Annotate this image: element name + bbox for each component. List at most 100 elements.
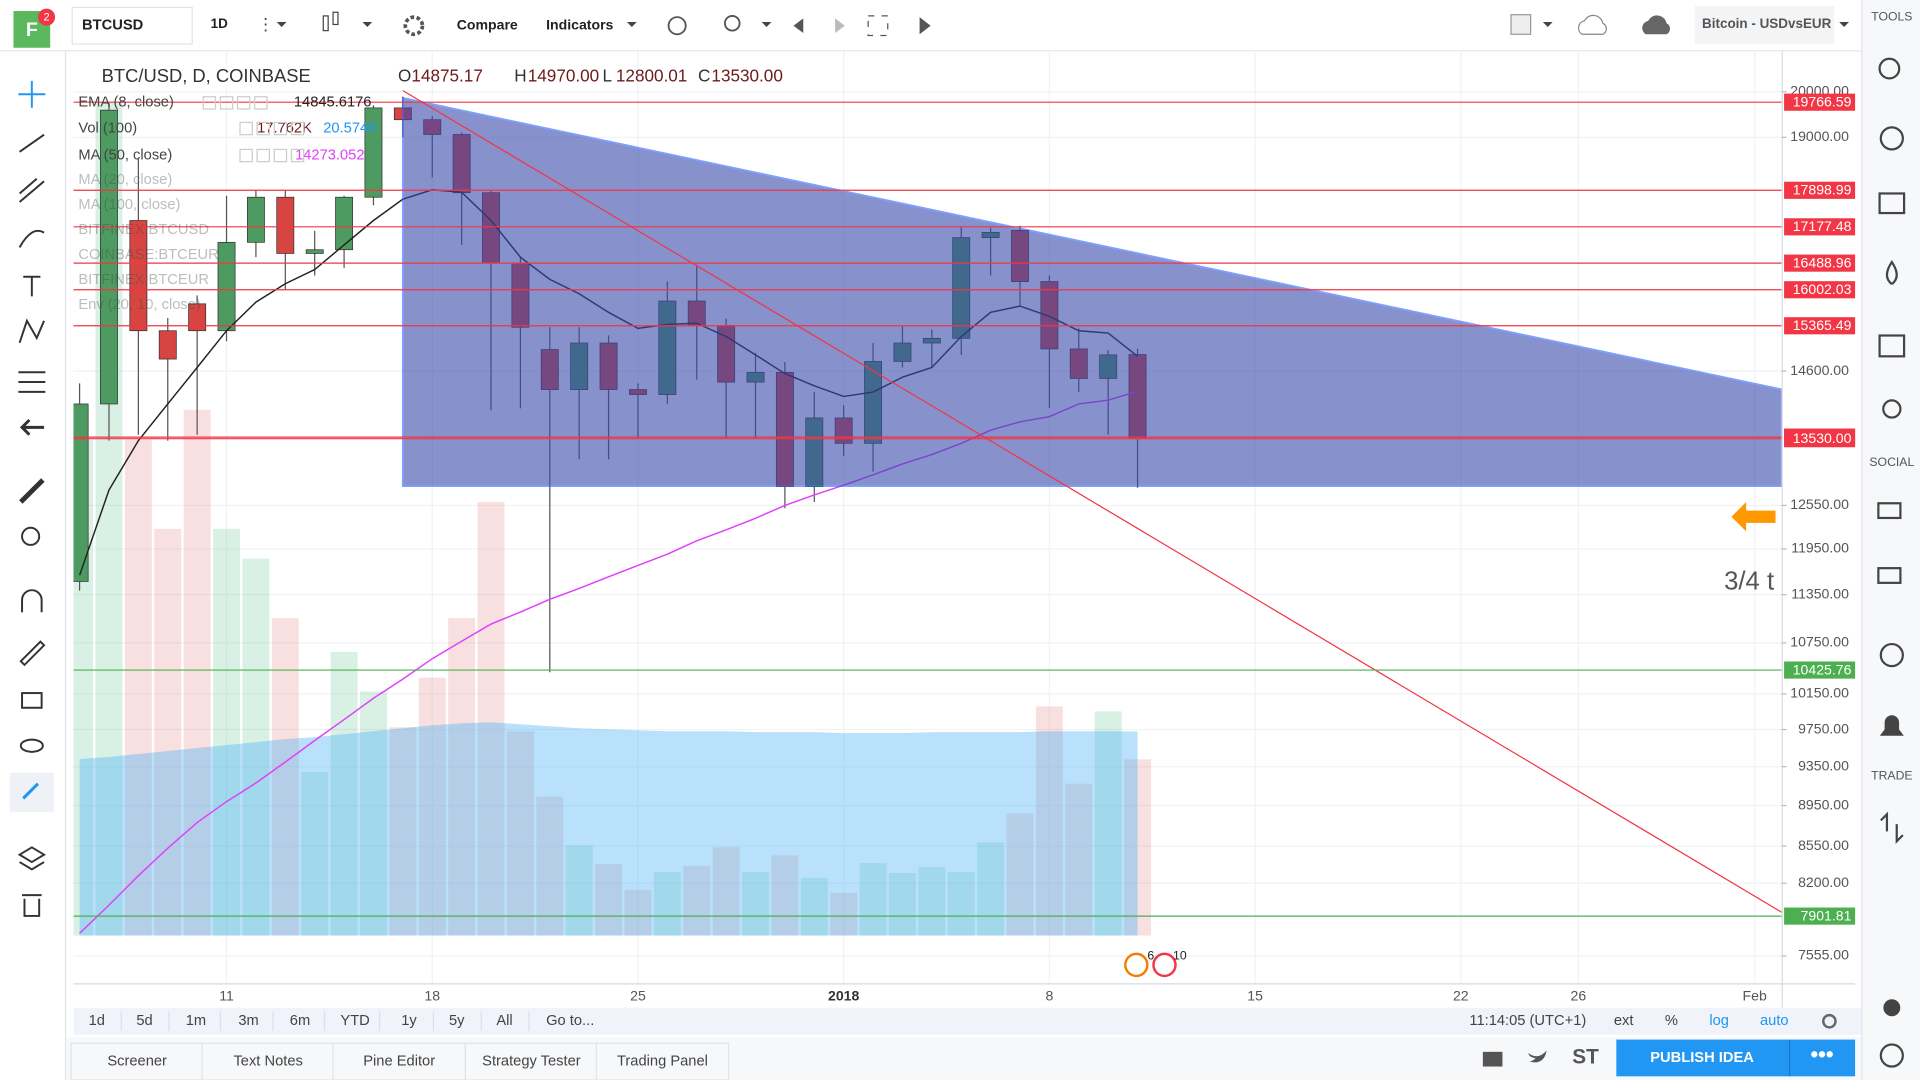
layers-tool[interactable] <box>17 846 46 871</box>
range-button[interactable]: YTD <box>340 1013 369 1029</box>
screener-icon[interactable] <box>1878 57 1901 80</box>
idea-icon[interactable] <box>723 15 741 32</box>
volume-bar <box>506 731 534 936</box>
fullscreen-icon[interactable] <box>867 15 889 37</box>
x-tick-label: 8 <box>1045 987 1053 1003</box>
tab[interactable] <box>595 1042 730 1080</box>
replay-icon[interactable] <box>919 17 931 35</box>
legend-button[interactable] <box>290 121 305 136</box>
legend-value: 17.762K <box>257 120 312 136</box>
event-icon[interactable] <box>1124 952 1149 978</box>
range-button[interactable]: 1y <box>401 1013 417 1029</box>
legend-button[interactable] <box>239 148 253 163</box>
legend-button[interactable] <box>219 96 234 110</box>
x-tick-label: 18 <box>424 987 440 1003</box>
legend-button[interactable] <box>273 148 288 163</box>
snapshot-icon[interactable] <box>1482 1051 1503 1067</box>
color-box[interactable] <box>1510 14 1532 35</box>
layout-box[interactable] <box>1694 6 1835 45</box>
watchlist-icon[interactable] <box>1878 192 1906 215</box>
settings-icon[interactable] <box>403 15 425 37</box>
calendar-icon[interactable] <box>1878 334 1906 358</box>
link-tool[interactable] <box>22 782 40 800</box>
indicators-button[interactable]: Indicators <box>546 16 613 32</box>
tab[interactable] <box>201 1042 335 1080</box>
zoom-tool[interactable] <box>21 526 41 546</box>
interval[interactable]: 1D <box>211 16 228 31</box>
alert-icon[interactable] <box>667 16 687 36</box>
trash-tool[interactable] <box>22 894 42 917</box>
publish-button[interactable] <box>1616 1039 1856 1077</box>
private-chat-icon[interactable] <box>1877 567 1902 584</box>
hotlist-icon[interactable] <box>1885 260 1898 285</box>
magnet-tool[interactable] <box>21 589 43 613</box>
range-button[interactable]: 6m <box>290 1013 310 1029</box>
chat-icon[interactable] <box>1877 502 1902 520</box>
tab[interactable] <box>464 1042 599 1080</box>
ruler-tool[interactable] <box>19 478 45 504</box>
plot <box>73 90 1782 936</box>
range-button[interactable]: 5y <box>449 1013 465 1029</box>
crosshair-tool[interactable] <box>18 80 46 108</box>
alerts-icon[interactable] <box>1879 126 1904 151</box>
scale-option[interactable]: log <box>1709 1013 1729 1029</box>
twitter-icon[interactable] <box>1528 1050 1547 1063</box>
legend-button[interactable] <box>256 121 270 136</box>
range-button[interactable]: All <box>496 1013 512 1029</box>
compare-button[interactable]: Compare <box>457 16 518 32</box>
undo-icon[interactable] <box>793 18 804 34</box>
scale-option[interactable]: % <box>1665 1013 1678 1029</box>
goto[interactable]: Go to... <box>546 1013 594 1029</box>
cloud-load-icon[interactable] <box>1577 14 1607 35</box>
range-button[interactable]: 1d <box>89 1013 105 1029</box>
cloud-save-icon[interactable] <box>1642 15 1670 35</box>
streams-icon[interactable] <box>1879 642 1904 668</box>
scale-option[interactable]: ext <box>1614 1013 1634 1029</box>
tab[interactable] <box>332 1042 466 1080</box>
legend-button[interactable] <box>254 96 268 110</box>
legend-button[interactable] <box>236 96 251 110</box>
candle-style-icon[interactable] <box>322 11 339 32</box>
more-dots[interactable]: ••• <box>1810 1041 1833 1066</box>
redo-icon[interactable] <box>835 18 845 34</box>
prediction-tool[interactable] <box>18 371 46 393</box>
symbol-box[interactable] <box>71 6 193 45</box>
legend-button[interactable] <box>202 96 217 110</box>
pitchfork-tool[interactable] <box>18 178 45 203</box>
lock-drawing-tool[interactable] <box>19 640 46 667</box>
volume-bar <box>888 873 916 936</box>
stocktwits[interactable]: ST <box>1572 1045 1599 1068</box>
pattern-tool[interactable] <box>18 318 45 344</box>
dropdown[interactable] <box>626 22 637 27</box>
dropdown[interactable] <box>276 22 287 27</box>
legend-button[interactable] <box>290 148 305 163</box>
dropdown[interactable] <box>362 22 373 27</box>
help-icon[interactable] <box>1879 1043 1904 1068</box>
dropdown[interactable] <box>761 22 772 27</box>
event-count: 10 <box>1173 949 1187 963</box>
range-button[interactable]: 1m <box>186 1013 206 1029</box>
link-tool-bg[interactable] <box>9 772 54 812</box>
legend-button[interactable] <box>256 148 270 163</box>
range-button[interactable]: 5d <box>136 1013 152 1029</box>
back-tool[interactable] <box>19 418 45 436</box>
menu-dots[interactable]: ⋮ <box>257 14 274 34</box>
text-tool[interactable] <box>23 275 41 297</box>
scale-option[interactable]: auto <box>1760 1013 1789 1029</box>
legend-button[interactable] <box>273 121 288 136</box>
scale-settings[interactable] <box>1822 1013 1837 1029</box>
dropdown[interactable] <box>1542 22 1553 27</box>
dropdown[interactable] <box>1839 22 1849 27</box>
tab[interactable] <box>70 1042 204 1080</box>
brush-tool[interactable] <box>18 229 45 248</box>
notifications-icon[interactable] <box>1879 715 1904 736</box>
visibility-tool[interactable] <box>19 738 44 753</box>
bug-icon[interactable] <box>1883 999 1901 1017</box>
trend-line-tool[interactable] <box>19 133 45 153</box>
range-button[interactable]: 3m <box>238 1013 258 1029</box>
event-icon[interactable] <box>1152 952 1177 978</box>
ideas-icon[interactable] <box>1882 399 1902 419</box>
lock-tool[interactable] <box>21 692 43 709</box>
trading-icon[interactable] <box>1880 811 1904 844</box>
legend-button[interactable] <box>239 121 253 136</box>
